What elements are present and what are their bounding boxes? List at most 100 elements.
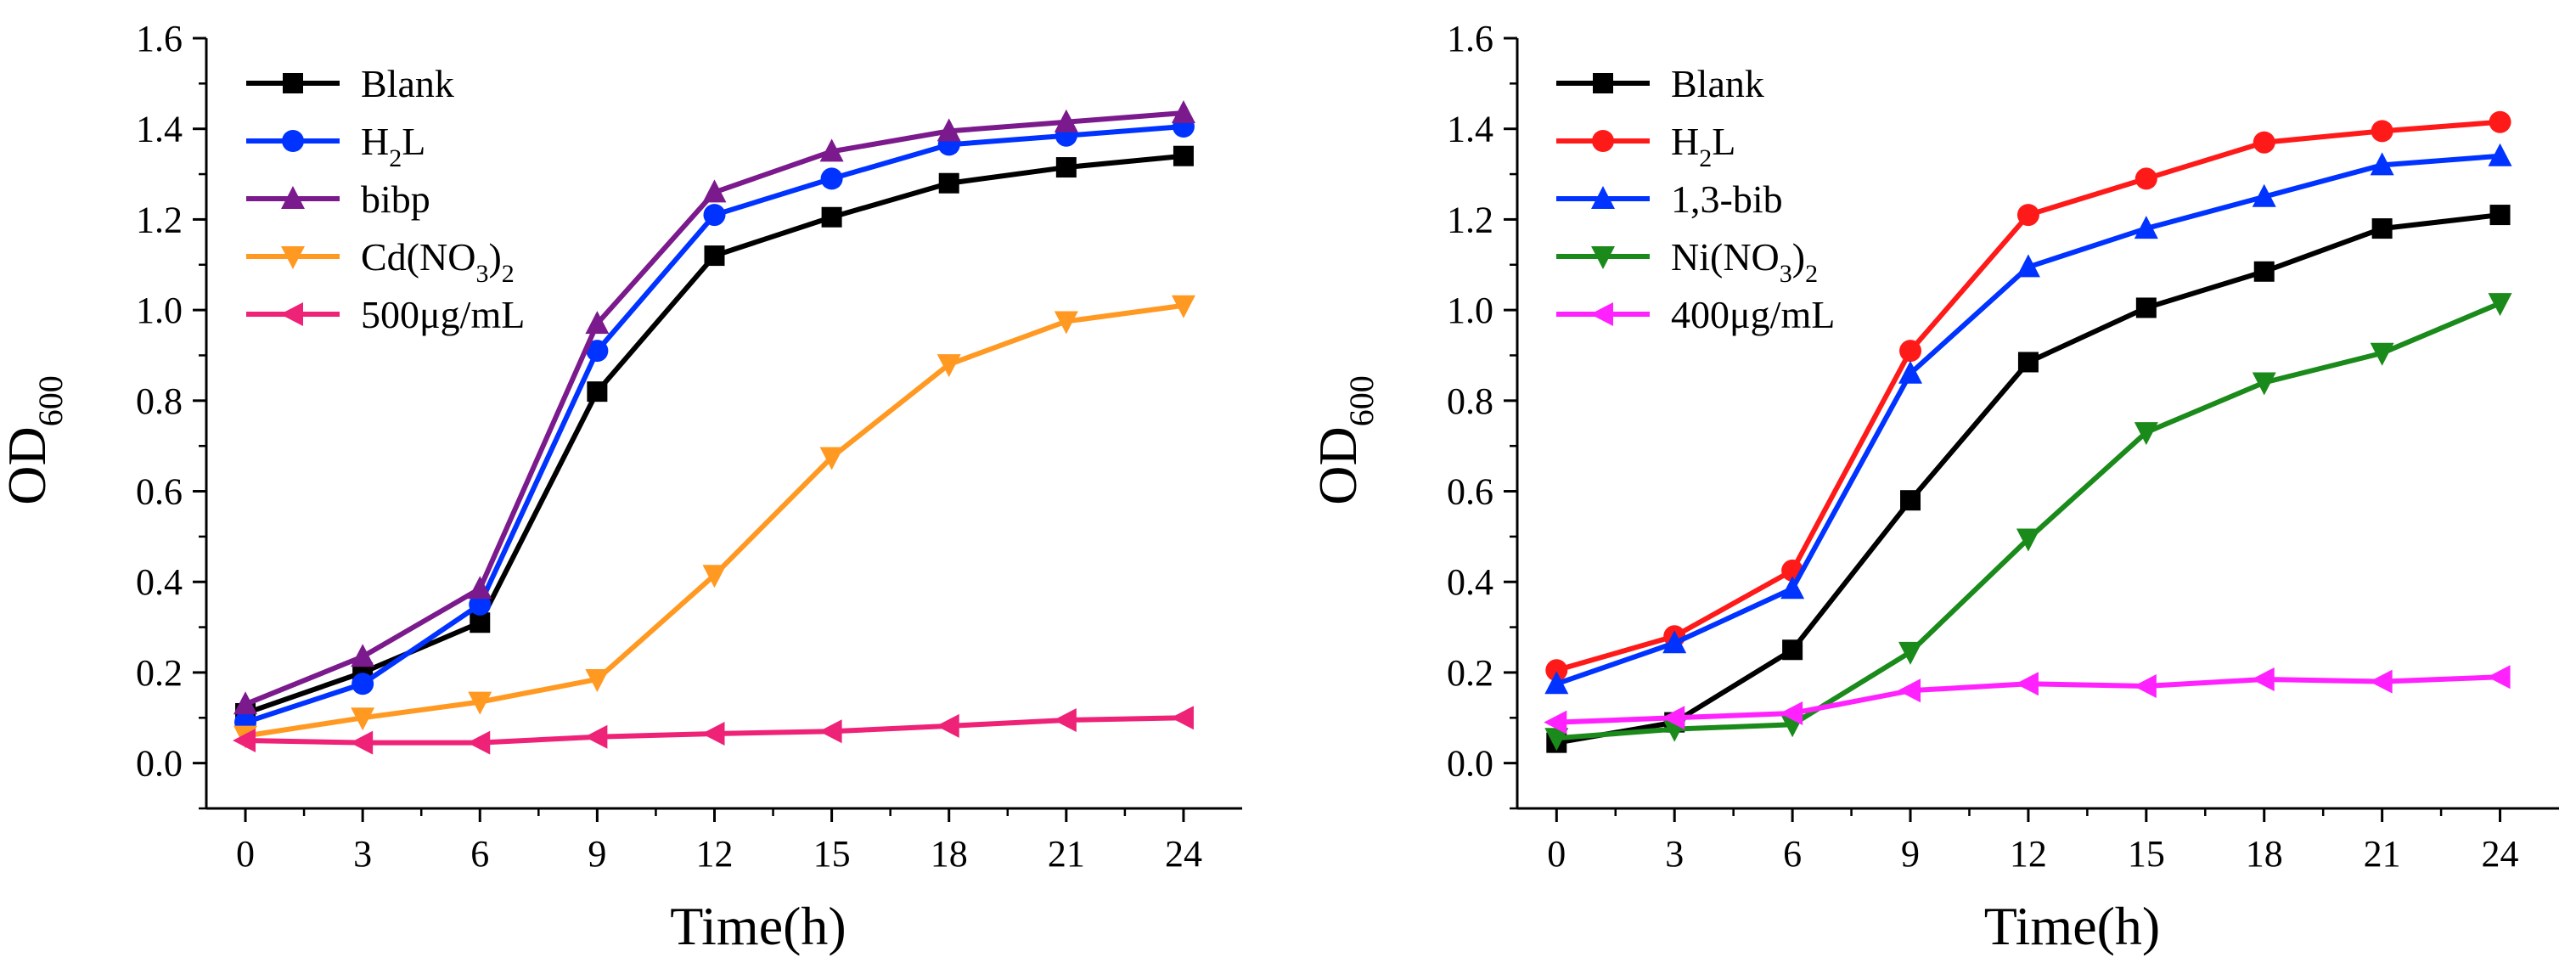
x-tick-label: 6: [1783, 833, 1802, 875]
data-point: [1544, 728, 1569, 752]
y-tick-label: 1.4: [1447, 109, 1493, 150]
data-point: [936, 354, 961, 378]
data-point: [819, 138, 844, 162]
data-point: [1544, 710, 1567, 735]
data-point: [1170, 706, 1194, 730]
legend-label-subscript: 2: [1805, 260, 1818, 288]
legend-marker: [1591, 186, 1615, 209]
legend-label: Blank: [361, 62, 454, 105]
data-point: [470, 612, 491, 633]
y-tick-label: 0.8: [1447, 380, 1493, 422]
data-point: [2017, 352, 2039, 373]
data-point: [2253, 131, 2275, 154]
data-point: [468, 691, 492, 715]
legend-label-subscript: 3: [1780, 260, 1792, 288]
data-point: [352, 673, 374, 695]
data-point: [2487, 665, 2511, 690]
legend-item: 1,3-bib: [1556, 177, 1783, 221]
data-point: [2371, 120, 2393, 143]
y-tick-label: 1.2: [136, 199, 183, 240]
data-point: [1171, 100, 1195, 124]
legend-label: 500μg/mL: [361, 293, 525, 336]
x-tick-label: 9: [1901, 833, 1920, 875]
legend-item: 400μg/mL: [1556, 293, 1835, 336]
legend-label-subscript: 2: [502, 260, 515, 288]
data-point: [2016, 254, 2040, 278]
legend-label: H2L: [1671, 120, 1735, 172]
data-point: [2251, 667, 2275, 691]
data-point: [820, 167, 843, 190]
data-point: [586, 340, 609, 363]
x-tick-label: 6: [470, 833, 489, 875]
y-tick-label: 0.0: [1447, 743, 1493, 785]
legend-label-part: ): [488, 235, 501, 279]
y-tick-label: 0.6: [1447, 471, 1493, 513]
legend-item: Blank: [1556, 62, 1764, 105]
x-tick-label: 3: [353, 833, 372, 875]
data-point: [1898, 360, 1923, 384]
data-point: [233, 728, 256, 752]
y-tick-label: 1.4: [136, 109, 183, 150]
x-tick-label: 12: [695, 833, 733, 875]
y-tick-label: 1.0: [1447, 290, 1493, 331]
legend-item: bibp: [246, 177, 430, 221]
legend-label: Ni(NO3)2: [1671, 235, 1818, 288]
legend-item: 500μg/mL: [246, 293, 525, 336]
y-tick-label: 0.8: [136, 380, 183, 422]
legend-label-part: L: [1712, 120, 1735, 163]
data-point: [1054, 109, 1078, 132]
data-point: [467, 730, 491, 755]
data-point: [1780, 576, 1805, 600]
data-point: [2133, 673, 2157, 698]
x-tick-label: 15: [813, 833, 851, 875]
data-point: [2489, 205, 2511, 226]
data-point: [2015, 672, 2039, 696]
y-tick-label: 1.2: [1447, 199, 1493, 240]
data-point: [1544, 671, 1569, 695]
y-axis-title-subscript: 600: [31, 375, 70, 426]
data-point: [703, 204, 726, 227]
data-point: [2253, 261, 2275, 282]
legend-label-main: 500μg/mL: [361, 293, 525, 336]
data-point: [2488, 293, 2512, 317]
legend-label: H2L: [361, 120, 425, 172]
y-axis-title: OD600: [1308, 375, 1381, 504]
legend-label-part: ): [1792, 235, 1805, 279]
data-point: [1898, 641, 1923, 665]
y-tick-label: 0.0: [136, 743, 183, 785]
legend-label: 1,3-bib: [1671, 177, 1783, 221]
data-point: [350, 730, 374, 755]
data-point: [819, 447, 844, 470]
data-point: [2252, 372, 2276, 396]
y-axis-title-main: OD: [0, 426, 57, 504]
data-point: [1173, 145, 1194, 166]
data-point: [936, 118, 961, 142]
legend-label-main: Ni(NO: [1671, 235, 1780, 279]
y-tick-label: 0.6: [136, 471, 183, 513]
x-tick-label: 0: [236, 833, 255, 875]
y-tick-label: 0.2: [1447, 652, 1493, 694]
data-point: [2016, 528, 2040, 552]
data-point: [468, 576, 492, 600]
x-tick-label: 21: [2364, 833, 2401, 875]
y-tick-label: 1.6: [136, 18, 183, 59]
legend: Blank H2L 1,3-bib Ni(NO3)2 400μg/mL: [1556, 62, 1835, 336]
y-tick-label: 0.4: [136, 561, 183, 603]
data-point: [351, 707, 375, 731]
legend-marker: [1592, 130, 1614, 152]
y-axis-title: OD600: [0, 375, 70, 504]
data-point: [2016, 204, 2039, 227]
x-tick-label: 3: [1665, 833, 1684, 875]
legend-label-main: bibp: [361, 177, 430, 221]
legend-marker: [1590, 302, 1613, 326]
legend-item: H2L: [246, 120, 425, 172]
y-tick-label: 1.0: [136, 290, 183, 331]
data-point: [1171, 295, 1195, 318]
data-point: [233, 691, 258, 715]
data-point: [701, 721, 725, 746]
legend-marker: [282, 130, 304, 152]
data-point: [1782, 639, 1803, 661]
legend-marker: [283, 73, 303, 93]
legend-label: Blank: [1671, 62, 1764, 105]
legend-label: 400μg/mL: [1671, 293, 1835, 336]
